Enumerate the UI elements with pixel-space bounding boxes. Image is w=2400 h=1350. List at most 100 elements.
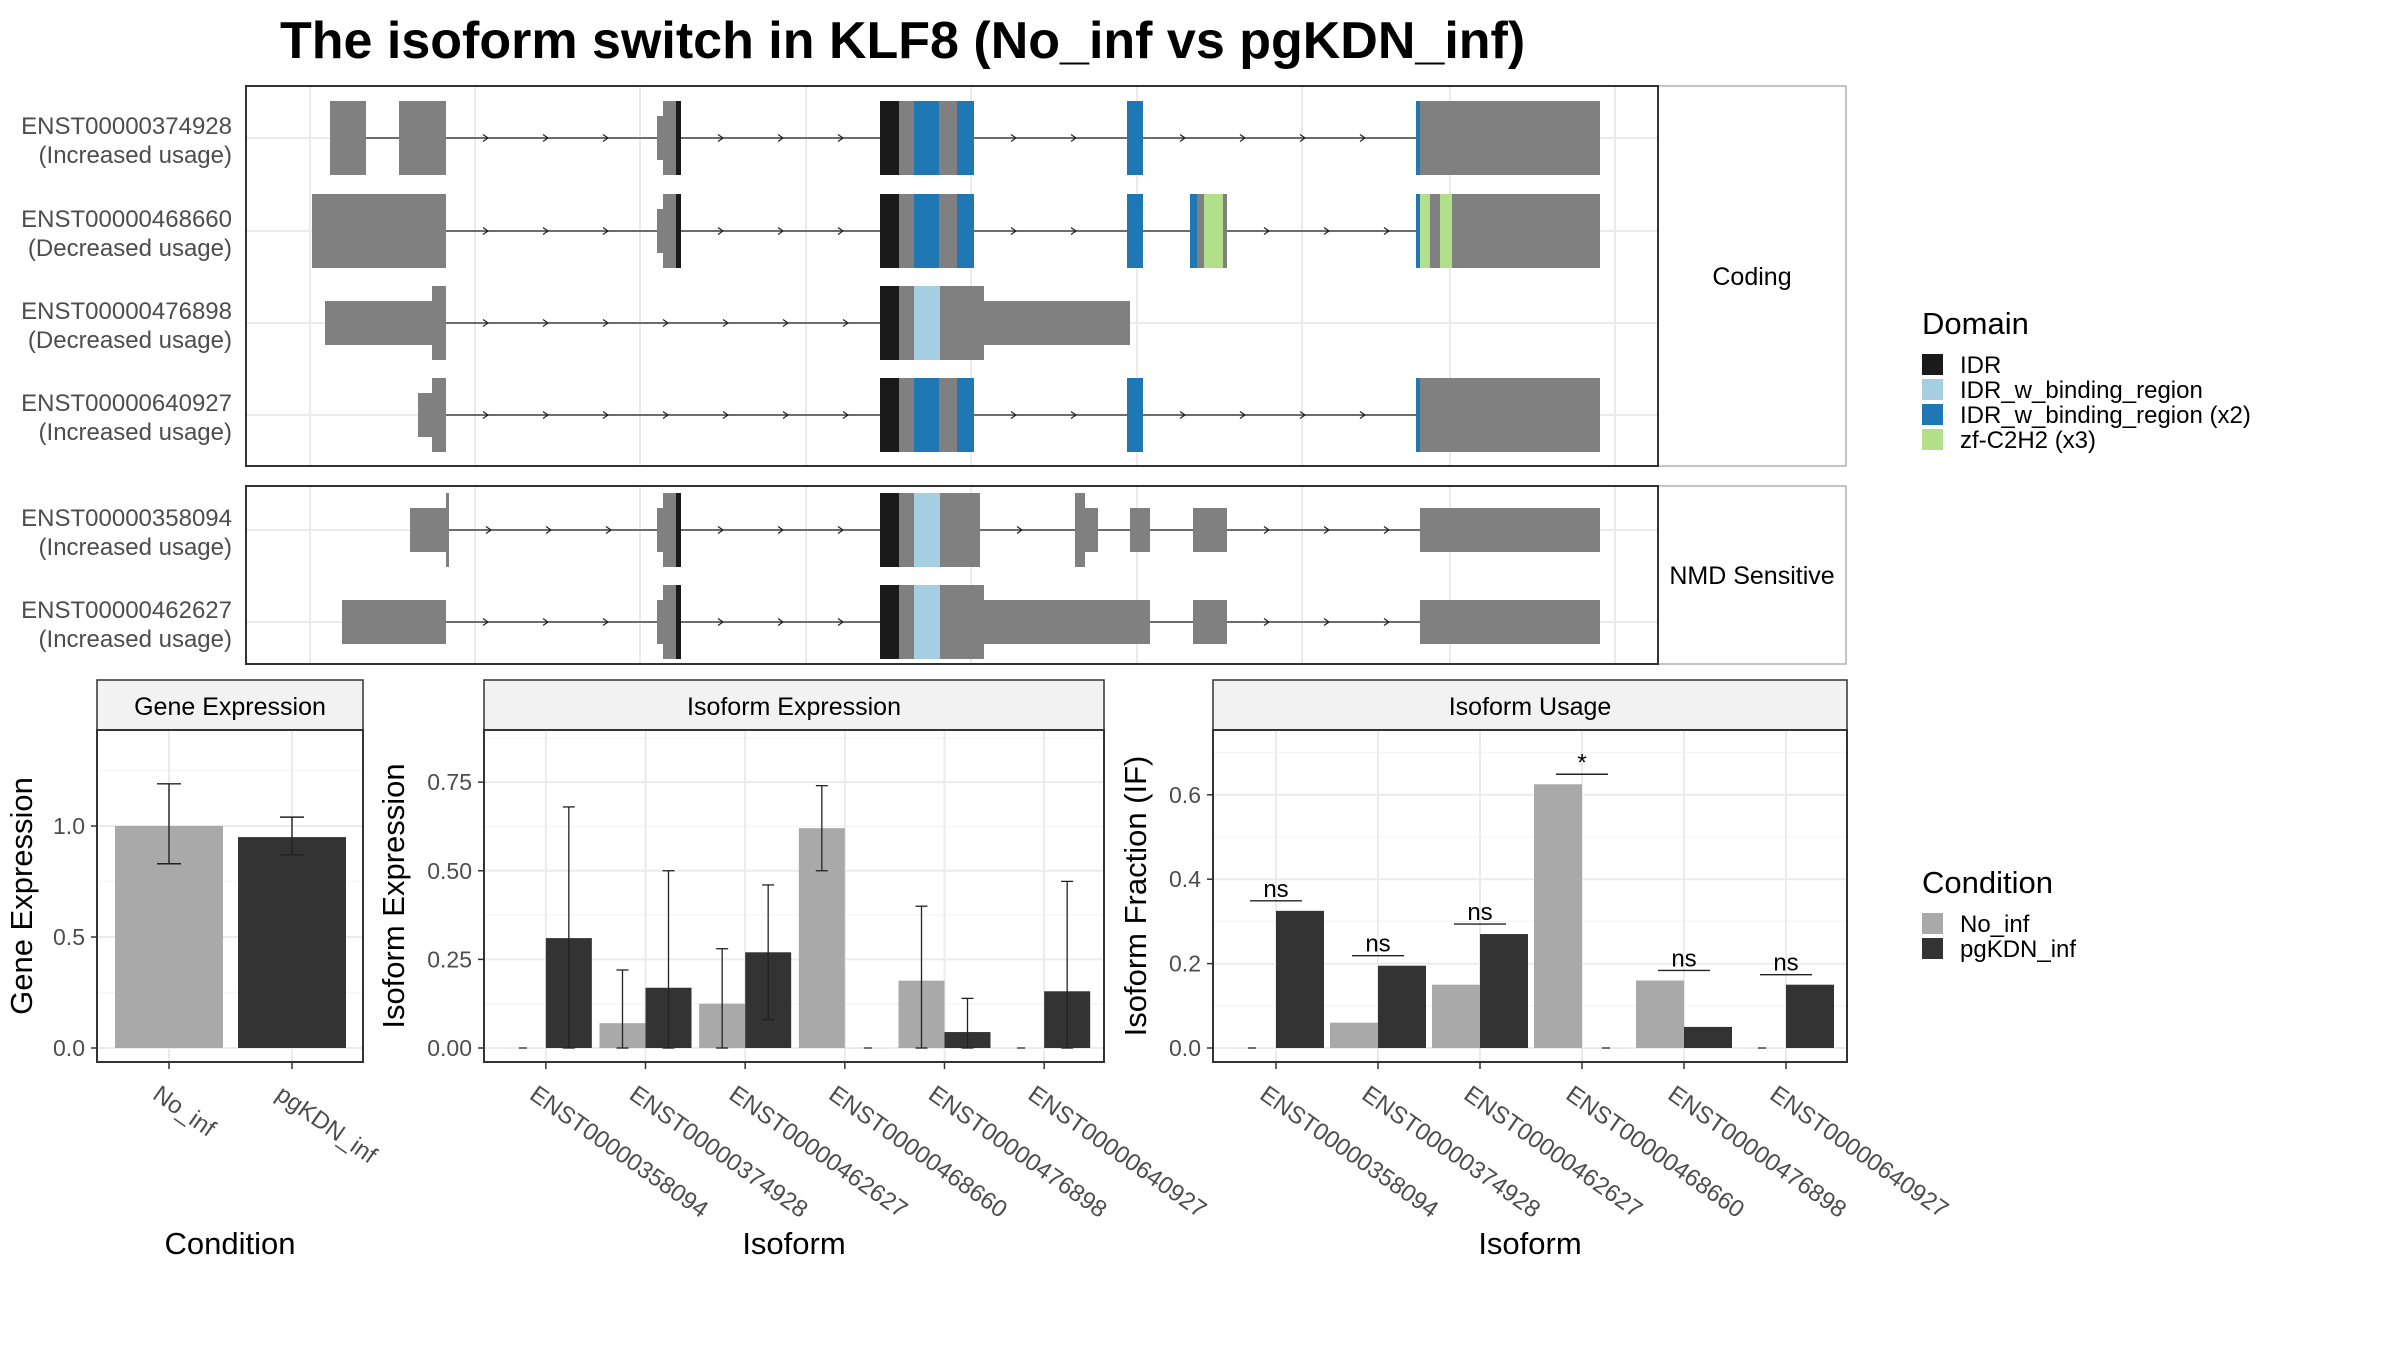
exon-block [899,493,914,567]
domain-block-IDR [880,101,899,175]
bar-No_inf-ENST00000468660 [1534,784,1582,1048]
facet-strip-label: Coding [1712,263,1791,291]
transcript-label: ENST00000476898 [21,298,232,325]
exon-block [1420,508,1600,552]
x-axis-title: Isoform [742,1226,845,1261]
intron-arrow [777,134,785,142]
intron-arrow [1016,526,1024,534]
y-axis-title: Isoform Fraction (IF) [1118,756,1153,1037]
bar-No_inf-ENST00000462627 [1432,984,1480,1048]
intron-arrow [602,411,610,419]
y-tick-label: 0.0 [53,1035,85,1061]
legend-label: IDR_w_binding_region (x2) [1960,402,2251,429]
transcript-label: ENST00000358094 [21,505,232,532]
exon-block [330,101,366,175]
domain-block-IDR [880,493,899,567]
intron-arrow [1323,618,1331,626]
intron-arrow [482,411,490,419]
exon-block [663,101,676,175]
transcript-label: ENST00000374928 [21,113,232,140]
exon-block [899,194,914,268]
exon-block [1193,508,1227,552]
transcript-label: ENST00000462627 [21,597,232,624]
panel-strip [1212,679,1848,731]
intron-arrow [482,319,490,327]
legend-swatch [1922,913,1943,934]
intron-arrow [1383,227,1391,235]
panel-title: Isoform Usage [1449,693,1612,721]
intron-arrow [542,319,550,327]
intron-arrow [1070,411,1078,419]
domain-legend: Domain IDRIDR_w_binding_regionIDR_w_bindi… [1922,306,2251,454]
exon-block [432,286,446,360]
intron-arrow [545,526,553,534]
legend-swatch [1922,354,1943,375]
exon-block [657,600,663,644]
exon-block [418,393,432,437]
intron-arrow [482,227,490,235]
exon-block [663,493,676,567]
domain-block-IDR [676,194,681,268]
bar-No_inf-ENST00000476898 [1636,980,1684,1048]
legends: Domain IDRIDR_w_binding_regionIDR_w_bindi… [1922,306,2251,963]
exon-block [939,101,957,175]
domain-block-IDR_w_binding_region [914,585,940,659]
x-axis-title: Isoform [1478,1226,1581,1261]
domain-block-zf_C2H2 [1440,194,1452,268]
transcript-usage-note: (Increased usage) [39,534,232,561]
exon-block [1452,194,1465,268]
domain-block-IDR_w_binding_region_x2 [1127,101,1143,175]
intron-arrow [837,134,845,142]
exon-block [984,301,1130,345]
legend-label: IDR_w_binding_region [1960,377,2203,404]
exon-block [899,585,914,659]
transcript-label: ENST00000640927 [21,390,232,417]
bar-No_inf-ENST00000374928 [1330,1022,1378,1048]
intron-arrow [1299,411,1307,419]
domain-block-IDR [880,286,899,360]
legend-swatch [1922,429,1943,450]
domain-block-IDR [676,585,681,659]
exon-block [940,493,980,567]
intron-arrow [482,618,490,626]
domain-block-IDR_w_binding_region_x2 [1127,194,1143,268]
domain-block-IDR_w_binding_region_x2 [957,378,974,452]
intron-arrow [1299,134,1307,142]
transcript-ENST00000640927 [418,378,1600,452]
exon-block [1193,600,1227,644]
y-tick-label: 0.2 [1169,951,1201,977]
intron-arrow [662,319,670,327]
bar-pgKDN_inf-ENST00000640927 [1786,984,1834,1048]
exon-block [1197,194,1204,268]
y-tick-label: 0.0 [1169,1035,1201,1061]
exon-block [399,101,446,175]
domain-block-IDR_w_binding_region_x2 [1190,194,1197,268]
intron-arrow [1383,526,1391,534]
legend-swatch [1922,404,1943,425]
transcript-ENST00000358094 [410,493,1600,567]
domain-block-IDR_w_binding_region [914,493,940,567]
exon-block [899,286,914,360]
intron-arrow [1323,526,1331,534]
exon-block [410,508,446,552]
domain-block-IDR_w_binding_region_x2 [914,378,939,452]
legend-label: IDR [1960,352,2001,379]
intron-arrow [1263,227,1271,235]
domain-block-IDR [676,493,681,567]
transcript-ENST00000462627 [342,585,1600,659]
intron-arrow [782,411,790,419]
facet-strip [1657,85,1847,467]
intron-arrow [1070,227,1078,235]
intron-arrow [782,319,790,327]
exon-block [984,600,1150,644]
exon-block [325,301,432,345]
domain-block-IDR_w_binding_region_x2 [1127,378,1143,452]
intron-arrow [722,319,730,327]
intron-arrow [1179,134,1187,142]
intron-arrow [837,526,845,534]
intron-arrow [777,227,785,235]
intron-arrow [662,411,670,419]
intron-arrow [605,526,613,534]
